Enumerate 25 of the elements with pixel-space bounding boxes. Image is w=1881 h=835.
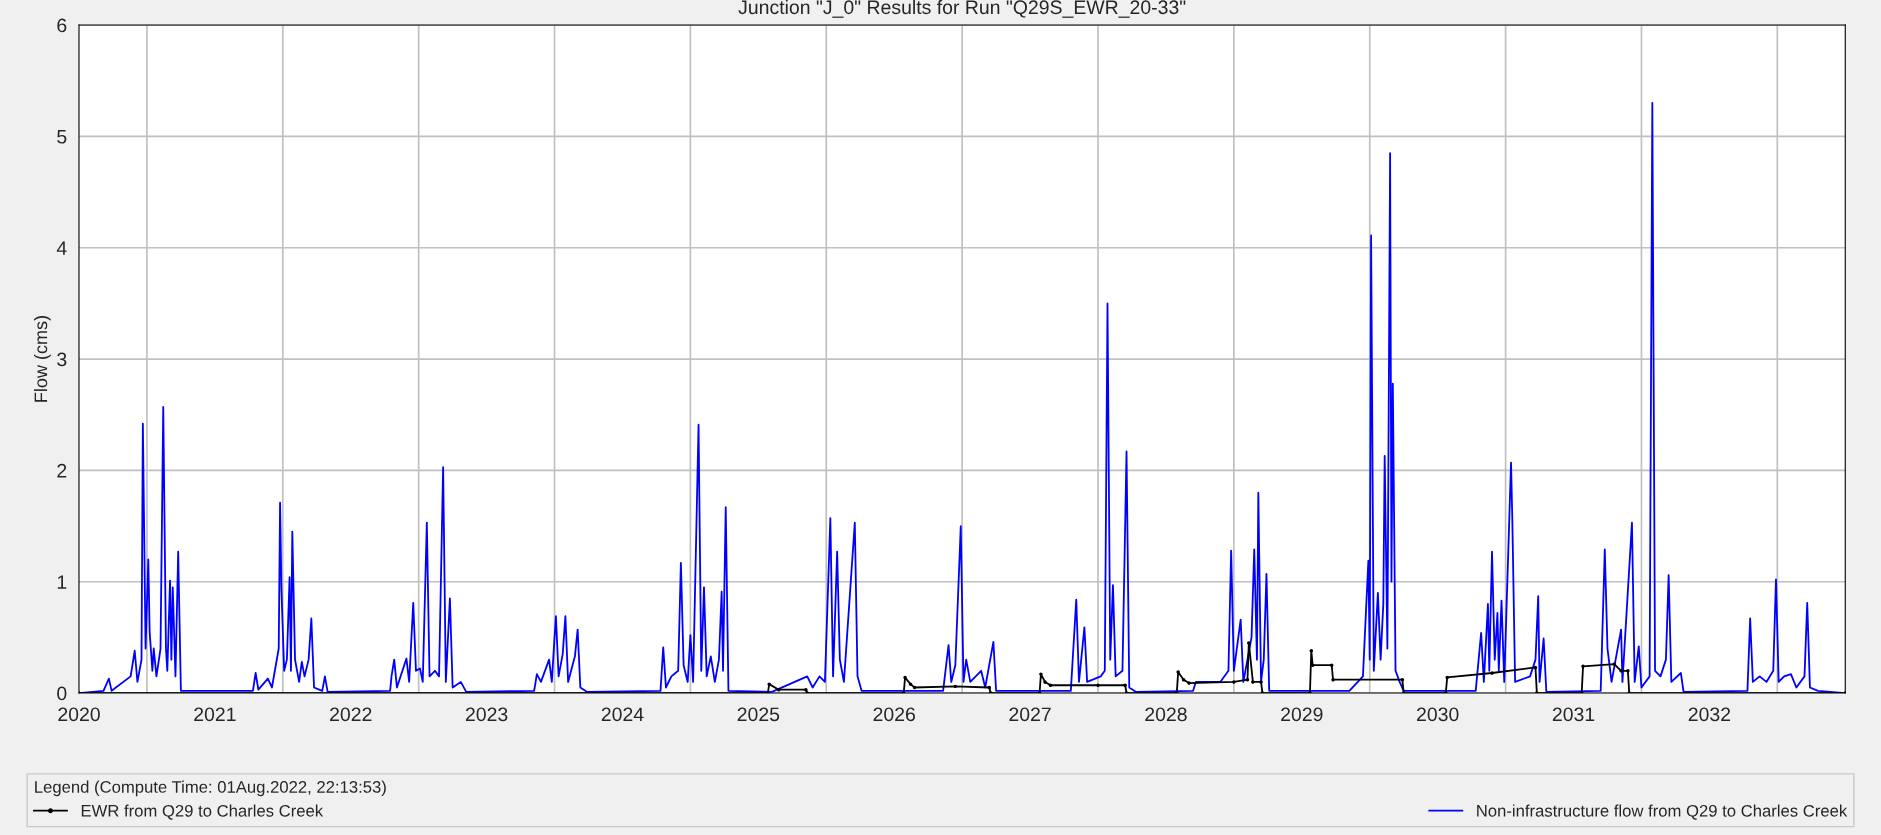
y-tick-label: 4 (56, 241, 67, 255)
legend-title: Legend (Compute Time: 01Aug.2022, 22:13:53) (35, 780, 386, 797)
x-tick-label: 2031 (1552, 707, 1595, 722)
x-tick-label: 2020 (58, 707, 100, 722)
y-tick-label: 2 (57, 463, 67, 478)
y-tick-label: 3 (57, 352, 67, 367)
x-tick-label: 2024 (601, 707, 644, 722)
y-tick-label: 0 (57, 686, 67, 701)
x-tick-label: 2028 (1145, 707, 1187, 722)
y-tick-label: 6 (57, 18, 67, 33)
chart-title: Junction "J_0" Results for Run "Q29S_EWR_20-33" (738, 0, 1186, 18)
x-tick-label: 2029 (1281, 707, 1323, 722)
y-tick-label: 1 (57, 575, 67, 589)
x-tick-label: 2032 (1688, 707, 1731, 722)
x-tick-label: 2021 (194, 707, 236, 722)
x-tick-label: 2030 (1417, 707, 1459, 722)
x-tick-label: 2027 (1009, 707, 1051, 722)
legend-label: EWR from Q29 to Charles Creek (81, 804, 324, 820)
x-tick-label: 2025 (737, 707, 780, 722)
x-tick-label: 2026 (873, 707, 915, 722)
y-axis-title: Flow (cms) (34, 316, 51, 402)
legend-label: Non-infrastructure flow from Q29 to Charles Creek (1477, 804, 1848, 820)
y-tick-label: 5 (57, 130, 67, 144)
x-tick-label: 2023 (465, 707, 508, 722)
x-tick-label: 2022 (330, 707, 372, 722)
